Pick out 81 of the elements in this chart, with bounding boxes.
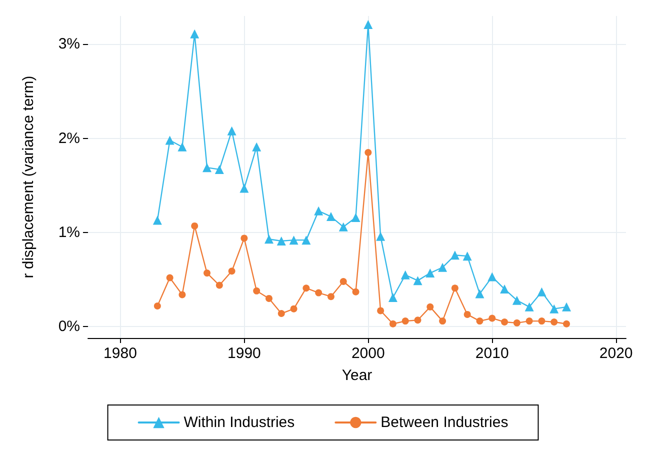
y-axis-title: r displacement (variance term)	[20, 76, 37, 278]
y-tick-label: 2%	[58, 130, 80, 147]
point	[464, 310, 471, 318]
point	[388, 293, 398, 302]
point	[364, 149, 372, 156]
point	[152, 216, 162, 225]
point	[326, 212, 336, 222]
point	[389, 320, 396, 328]
x-tick-label: 2010	[475, 345, 509, 362]
point	[550, 318, 558, 326]
point	[524, 302, 534, 312]
point	[276, 236, 286, 246]
point	[376, 232, 386, 241]
point	[501, 318, 508, 326]
point	[166, 274, 174, 282]
point	[352, 288, 360, 296]
point	[402, 318, 409, 325]
x-tick-label: 2000	[351, 345, 385, 362]
point	[340, 278, 347, 286]
point	[227, 126, 236, 136]
point	[538, 318, 546, 325]
x-tick-label: 2020	[599, 345, 633, 362]
point	[475, 289, 484, 298]
point	[338, 222, 348, 232]
point	[513, 319, 520, 326]
point	[190, 29, 200, 38]
legend-label: Between Industries	[380, 414, 508, 431]
y-tick-label: 0%	[58, 318, 80, 336]
point	[202, 163, 212, 172]
point	[438, 262, 448, 272]
point	[351, 212, 360, 222]
point	[214, 164, 224, 174]
point	[216, 282, 223, 289]
point	[413, 276, 422, 286]
point	[265, 294, 272, 302]
point	[562, 302, 571, 312]
point	[278, 310, 285, 318]
point	[228, 268, 236, 275]
point	[364, 20, 373, 29]
point	[204, 270, 211, 277]
point	[240, 184, 249, 193]
point	[414, 316, 422, 324]
point	[488, 314, 496, 322]
point	[289, 236, 298, 245]
point	[488, 272, 497, 282]
point	[240, 234, 248, 242]
x-tick-label: 1990	[228, 345, 261, 362]
point	[450, 250, 460, 260]
x-axis-title: Year	[342, 367, 372, 384]
point	[563, 320, 570, 328]
point	[315, 289, 322, 296]
point	[165, 136, 174, 145]
point	[327, 293, 334, 300]
point	[426, 303, 434, 310]
point	[451, 284, 458, 292]
point	[154, 302, 161, 310]
point	[426, 268, 435, 278]
point	[476, 318, 484, 325]
point	[512, 296, 522, 305]
point	[178, 291, 186, 298]
y-tick-label: 1%	[58, 224, 80, 242]
x-tick-label: 1980	[104, 345, 137, 362]
point	[439, 318, 446, 325]
point	[290, 305, 298, 312]
point	[526, 318, 533, 325]
y-tick-label: 3%	[58, 36, 80, 53]
point	[500, 284, 510, 294]
point	[302, 284, 310, 292]
point	[264, 234, 274, 244]
point	[252, 142, 262, 152]
point	[537, 287, 546, 296]
legend-label: Within Industries	[184, 414, 295, 431]
point	[400, 270, 410, 280]
point	[302, 236, 311, 245]
point	[191, 222, 198, 230]
point	[314, 206, 324, 216]
point	[550, 304, 559, 314]
point	[253, 287, 260, 294]
point	[178, 142, 187, 152]
point	[462, 252, 472, 261]
point	[377, 307, 384, 314]
